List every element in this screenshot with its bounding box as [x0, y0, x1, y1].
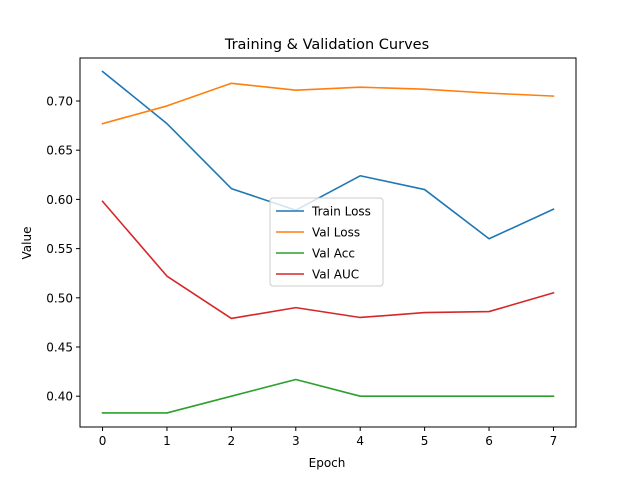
x-tick-label: 3 — [292, 434, 300, 448]
legend-label: Val Acc — [312, 247, 355, 261]
series-line-train-loss — [101, 70, 555, 240]
x-tick-label: 1 — [163, 434, 171, 448]
legend: Train Loss Val Loss Val Acc Val AUC — [269, 197, 384, 287]
legend-label: Train Loss — [311, 205, 371, 219]
x-tick-label: 0 — [99, 434, 107, 448]
x-tick-label: 5 — [421, 434, 429, 448]
x-axis-ticks: 0 1 2 3 4 5 6 7 — [99, 427, 558, 448]
y-tick-label: 0.65 — [46, 144, 73, 158]
y-tick-label: 0.50 — [46, 291, 73, 305]
y-tick-label: 0.70 — [46, 95, 73, 109]
y-tick-label: 0.60 — [46, 193, 73, 207]
y-tick-label: 0.55 — [46, 242, 73, 256]
chart-title: Training & Validation Curves — [224, 37, 429, 53]
series-line-val-acc — [101, 378, 555, 414]
legend-label: Val AUC — [312, 268, 359, 282]
plot-frame — [79, 57, 577, 428]
x-tick-label: 7 — [550, 434, 558, 448]
x-tick-label: 2 — [228, 434, 236, 448]
legend-box — [269, 197, 384, 287]
series-line-val-loss — [101, 82, 555, 125]
series-line-val-auc — [101, 200, 555, 320]
x-tick-label: 4 — [356, 434, 364, 448]
y-axis-ticks: 0.40 0.45 0.50 0.55 0.60 0.65 0.70 — [46, 95, 80, 404]
y-tick-label: 0.45 — [46, 341, 73, 355]
legend-label: Val Loss — [312, 226, 360, 240]
y-tick-label: 0.40 — [46, 390, 73, 404]
x-axis-label: Epoch — [309, 456, 346, 470]
series-layer — [101, 70, 555, 414]
x-tick-label: 6 — [485, 434, 493, 448]
y-axis-label: Value — [20, 227, 34, 260]
